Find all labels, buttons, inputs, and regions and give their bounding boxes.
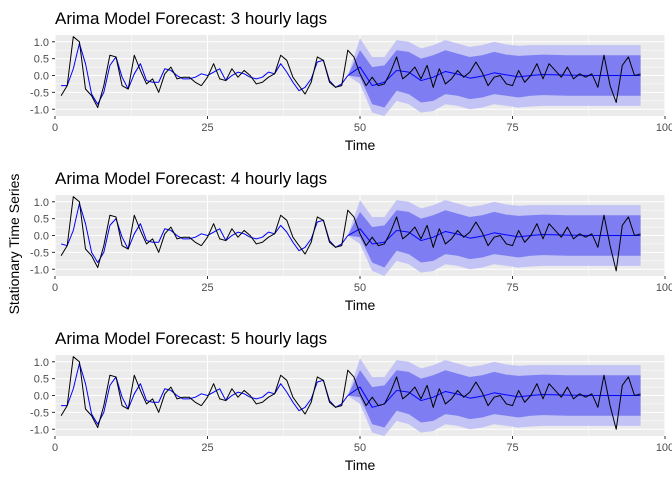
chart-panel-2: Arima Model Forecast: 4 hourly lags -1.0 -…	[30, 169, 672, 313]
chart-title: Arima Model Forecast: 3 hourly lags	[55, 9, 327, 28]
forecast-interval-80	[347, 370, 641, 428]
x-tick-label: 25	[201, 122, 213, 134]
y-tick-label: -0.5	[30, 87, 49, 99]
y-tick-label: 1.0	[34, 357, 49, 369]
chart-panel-1: Arima Model Forecast: 3 hourly lags -1.0 -…	[30, 9, 672, 153]
y-tick-label: 0.5	[34, 374, 49, 386]
x-tick-label: 50	[354, 442, 366, 454]
observed-series-line	[60, 356, 641, 430]
y-tick-label: -1.0	[30, 104, 49, 116]
y-tick-label: 0.0	[34, 231, 49, 243]
shared-y-axis-label: Stationary Time Series	[6, 174, 22, 315]
y-tick-label: -0.5	[30, 407, 49, 419]
forecast-interval-80	[347, 50, 641, 108]
y-tick-label: 1.0	[34, 37, 49, 49]
fitted-series-line	[60, 202, 349, 263]
x-axis-label: Time	[345, 137, 376, 153]
forecast-interval-80	[347, 210, 641, 268]
x-tick-label: 50	[354, 122, 366, 134]
y-tick-label: 1.0	[34, 197, 49, 209]
observed-series-line	[60, 196, 641, 272]
x-tick-label: 25	[201, 442, 213, 454]
y-tick-label: 0.5	[34, 54, 49, 66]
fitted-series-line	[61, 42, 349, 105]
chart-title: Arima Model Forecast: 4 hourly lags	[55, 169, 327, 188]
x-tick-label: 0	[52, 122, 58, 134]
y-tick-label: 0.0	[34, 71, 49, 83]
chart-panel-3: Arima Model Forecast: 5 hourly lags -1.0 -…	[30, 329, 672, 473]
x-tick-label: 0	[52, 282, 58, 294]
y-tick-label: -0.5	[30, 247, 49, 259]
observed-series-line	[60, 36, 641, 109]
x-tick-label: 100	[656, 122, 672, 134]
y-tick-label: 0.0	[34, 391, 49, 403]
x-axis-label: Time	[345, 457, 376, 473]
y-tick-label: -1.0	[30, 264, 49, 276]
x-tick-label: 0	[52, 442, 58, 454]
x-tick-label: 100	[656, 282, 672, 294]
y-tick-label: 0.5	[34, 214, 49, 226]
y-tick-label: -1.0	[30, 424, 49, 436]
x-tick-label: 75	[506, 442, 518, 454]
x-tick-label: 50	[354, 282, 366, 294]
x-tick-label: 100	[656, 442, 672, 454]
chart-title: Arima Model Forecast: 5 hourly lags	[55, 329, 327, 348]
fitted-series-line	[61, 362, 349, 425]
x-tick-label: 75	[506, 282, 518, 294]
x-tick-label: 75	[506, 122, 518, 134]
x-tick-label: 25	[201, 282, 213, 294]
x-axis-label: Time	[345, 297, 376, 313]
